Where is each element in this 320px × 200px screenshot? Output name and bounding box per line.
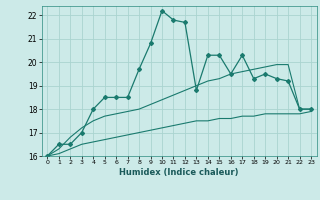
X-axis label: Humidex (Indice chaleur): Humidex (Indice chaleur) — [119, 168, 239, 177]
